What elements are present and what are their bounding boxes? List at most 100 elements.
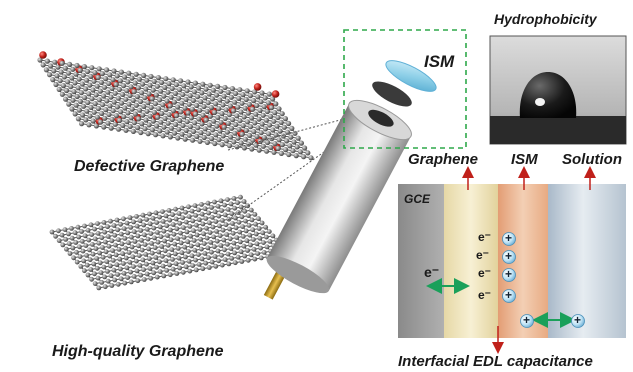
carbon-atom [192,203,198,209]
carbon-atom [186,132,192,138]
carbon-atom [196,262,202,267]
carbon-atom [59,232,65,238]
carbon-atom [85,272,91,278]
carbon-atom [239,214,245,220]
cation-plus: + [505,249,513,263]
carbon-atom [197,227,203,232]
connector-defective [227,111,371,151]
carbon-atom [126,250,132,255]
carbon-atom [94,256,100,261]
carbon-atom [127,259,133,265]
ism-zoom-label: ISM [424,52,455,71]
carbon-atom [150,118,156,124]
carbon-atom [141,103,147,109]
electron-symbol: e⁻ [478,288,492,302]
carbon-atom [220,227,226,233]
carbon-atom [229,86,235,92]
carbon-atom [134,268,140,274]
carbon-atom [208,105,214,111]
carbon-atom [64,246,69,252]
carbon-atom [239,259,245,264]
carbon-atom [145,131,151,137]
carbon-atom [298,140,304,146]
carbon-atom [200,112,206,118]
carbon-atom [71,255,76,261]
carbon-atom [182,244,188,250]
carbon-atom [143,117,149,123]
cation-plus: + [505,231,513,245]
carbon-atom [235,245,240,250]
carbon-atom [70,66,76,72]
carbon-atom [215,203,221,209]
water-droplet-icon [519,72,577,118]
carbon-atom [270,96,276,102]
carbon-atom [232,205,238,211]
carbon-atom [104,98,110,104]
carbon-atom [252,120,258,126]
carbon-atom [147,211,152,217]
carbon-atom [159,79,165,86]
carbon-atom [236,95,242,101]
carbon-atom [115,272,120,277]
carbon-atom [185,110,191,116]
carbon-atom [221,237,227,243]
carbon-atom [203,216,209,221]
carbon-atom [238,109,244,115]
carbon-atom [94,83,100,89]
carbon-atom [251,246,257,252]
carbon-atom [212,199,217,205]
carbon-atom [212,140,218,147]
carbon-atom [166,81,172,87]
carbon-atom [233,121,239,128]
carbon-atom [242,105,248,111]
carbon-atom [173,121,179,127]
carbon-atom [191,238,197,243]
carbon-atom [213,101,219,107]
carbon-atom [91,78,97,84]
carbon-atom [66,101,72,107]
carbon-atom [180,122,186,129]
carbon-atom [99,71,105,77]
carbon-atom [111,68,117,74]
carbon-atom [121,261,126,266]
carbon-atom [180,260,186,265]
carbon-atom [282,116,288,122]
carbon-atom [257,107,263,113]
carbon-atom [117,256,123,262]
carbon-atom [100,245,105,250]
carbon-atom [231,240,237,246]
carbon-atom [82,223,87,229]
carbon-atom [204,139,210,145]
carbon-atom [136,253,142,258]
carbon-atom [128,269,134,275]
carbon-atom [59,91,65,97]
carbon-atom [182,136,188,142]
carbon-atom [184,229,190,235]
carbon-atom [53,233,58,239]
carbon-atom [172,130,178,136]
carbon-atom [190,263,196,268]
carbon-atom [109,283,115,288]
carbon-atom [230,230,236,236]
carbon-atom [101,93,107,99]
carbon-atom [98,119,104,125]
carbon-atom [239,131,245,137]
carbon-atom [114,73,120,79]
carbon-atom [190,97,196,104]
carbon-atom [219,111,225,117]
carbon-atom [288,134,294,140]
carbon-atom [66,241,72,247]
carbon-atom [241,199,247,204]
carbon-atom [65,79,71,85]
carbon-atom [229,211,235,217]
carbon-atom [75,116,81,122]
carbon-atom [255,94,261,100]
carbon-atom [215,248,221,254]
carbon-atom [54,73,60,79]
carbon-atom [194,102,200,108]
carbon-atom [167,134,173,140]
carbon-atom [105,224,110,230]
carbon-atom [253,142,259,148]
carbon-atom [248,207,254,213]
carbon-atom [91,109,97,115]
